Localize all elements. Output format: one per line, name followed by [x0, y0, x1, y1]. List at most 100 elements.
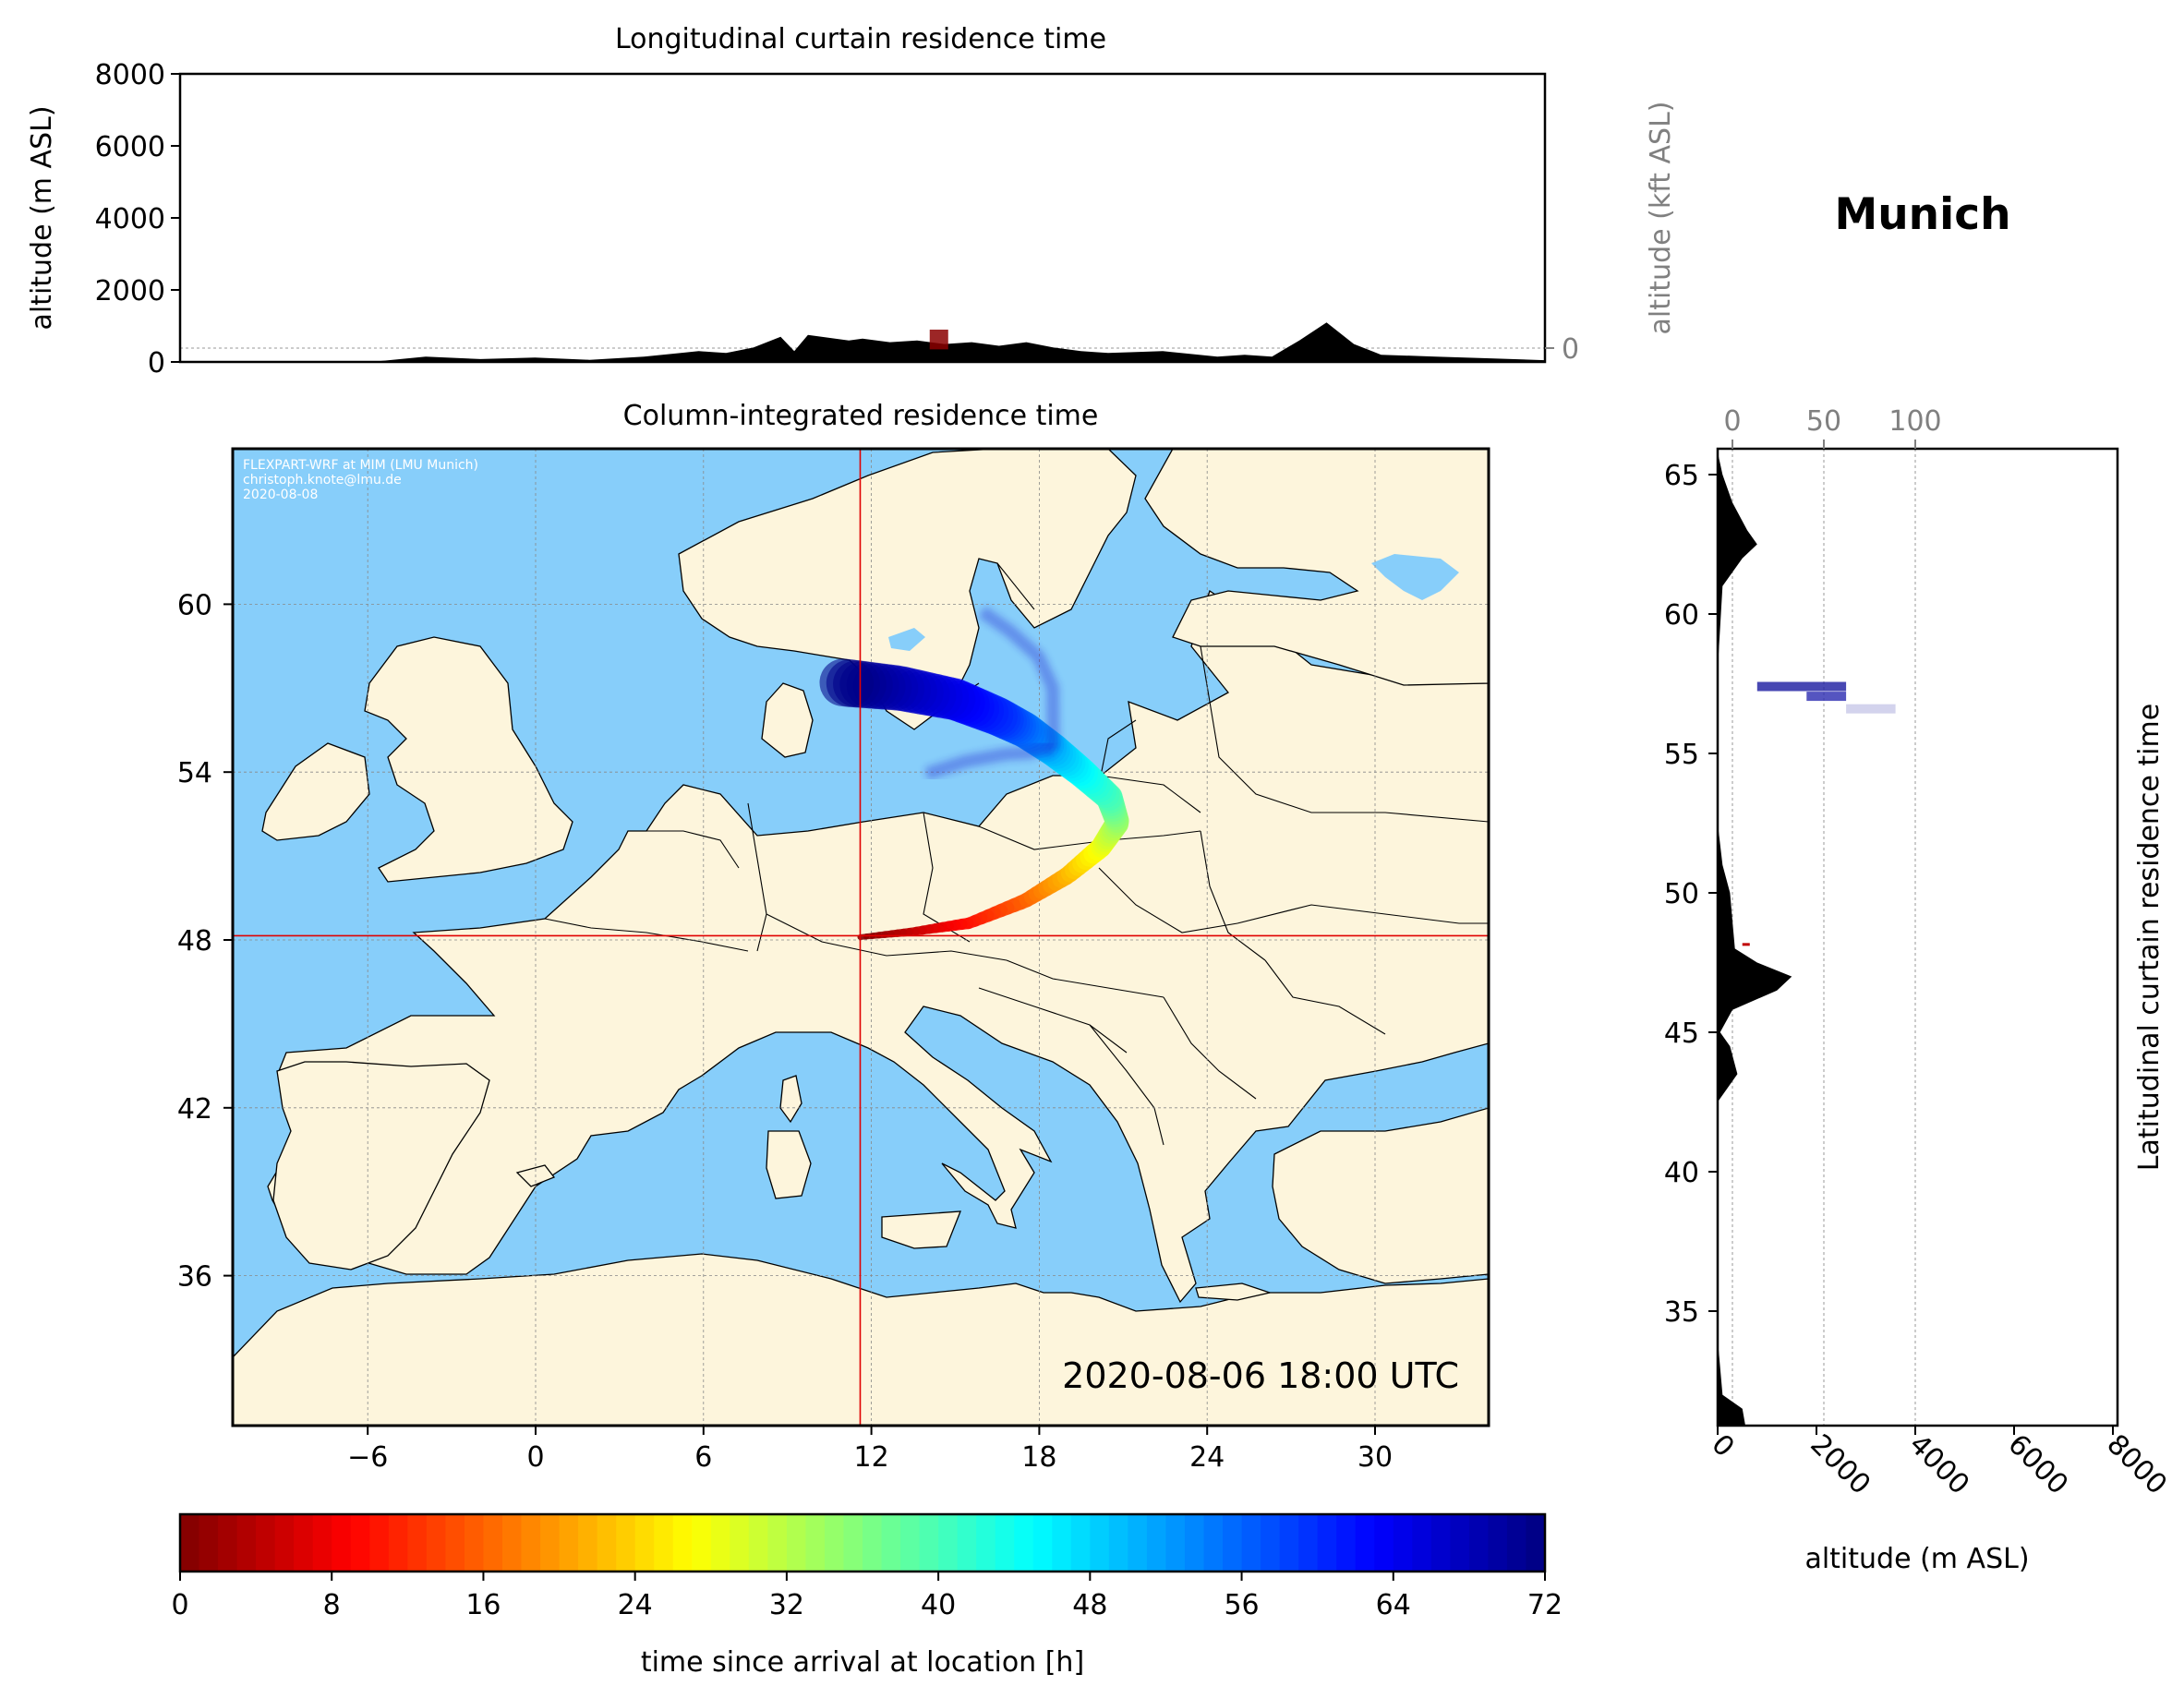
- colorbar-segment: [748, 1514, 768, 1572]
- plume-tail-stream: [978, 606, 1060, 751]
- latitudinal-plume-segment: [1756, 681, 1847, 692]
- map-credit-line-3: 2020-08-08: [243, 488, 318, 502]
- longitudinal-left-tick-label: 4000: [95, 203, 165, 235]
- longitudinal-ylabel-right: altitude (kft ASL): [1645, 101, 1677, 334]
- map-y-tick-label: 54: [177, 757, 212, 789]
- longitudinal-axes-frame: [178, 72, 1547, 364]
- colorbar-tick-label: 40: [921, 1589, 956, 1621]
- latitudinal-plume-segment: [1846, 704, 1896, 714]
- colorbar-segment: [710, 1514, 730, 1572]
- colorbar-segment: [274, 1514, 295, 1572]
- map-canvas: FLEXPART-WRF at MIM (LMU Munich) christo…: [233, 449, 1489, 1426]
- colorbar-segment: [426, 1514, 446, 1572]
- colorbar-segment: [900, 1514, 921, 1572]
- latitudinal-axes-frame: [1716, 447, 2119, 1427]
- map-x-tick-label: 18: [1021, 1441, 1056, 1474]
- latitudinal-top-tick-label: 0: [1723, 405, 1741, 438]
- land-denmark: [761, 682, 814, 758]
- longitudinal-left-tick-label: 6000: [95, 131, 165, 163]
- latitudinal-y-tick-label: 65: [1664, 460, 1699, 492]
- colorbar-segment: [294, 1514, 314, 1572]
- land-britain: [364, 636, 573, 883]
- colorbar-segment: [483, 1514, 503, 1572]
- colorbar-segment: [767, 1514, 788, 1572]
- colorbar-segment: [1108, 1514, 1128, 1572]
- colorbar-ticks: 0 8 16 24 32 40 48 56 64 72: [171, 1572, 1563, 1621]
- lake-ladoga: [1371, 554, 1459, 600]
- plume-tail-stream: [924, 741, 1055, 780]
- latitudinal-y-tick-label: 55: [1664, 739, 1699, 771]
- colorbar-segment: [938, 1514, 959, 1572]
- latitudinal-top-tick-label: 100: [1888, 405, 1941, 438]
- colorbar-segment: [1355, 1514, 1375, 1572]
- latitudinal-y-tick-label: 35: [1664, 1296, 1699, 1329]
- longitudinal-left-tick-label: 8000: [95, 59, 165, 91]
- map-axes-frame: [231, 447, 1490, 1427]
- map-credit-line-2: christoph.knote@lmu.de: [243, 473, 402, 488]
- colorbar-segment: [881, 1514, 901, 1572]
- map-credit-line-1: FLEXPART-WRF at MIM (LMU Munich): [243, 458, 478, 473]
- map-y-tick-label: 48: [177, 925, 212, 957]
- colorbar-segment: [1412, 1514, 1432, 1572]
- lake-vanern: [888, 628, 925, 651]
- colorbar-segment: [1146, 1514, 1167, 1572]
- colorbar-segment: [1468, 1514, 1490, 1572]
- colorbar-segment: [1052, 1514, 1072, 1572]
- colorbar-frame: [178, 1512, 1547, 1573]
- latitudinal-top-tick-label: 50: [1806, 405, 1841, 438]
- colorbar-segment: [521, 1514, 541, 1572]
- map-y-tick-label: 36: [177, 1261, 212, 1294]
- colorbar-tick-label: 64: [1376, 1589, 1411, 1621]
- map-x-tick-label: 30: [1357, 1441, 1393, 1474]
- colorbar-segment: [692, 1514, 712, 1572]
- map-x-tick-label: 0: [526, 1441, 544, 1474]
- latitudinal-y-tick-label: 40: [1664, 1157, 1699, 1189]
- map-timestamp: 2020-08-06 18:00 UTC: [1062, 1355, 1459, 1396]
- map-x-tick-label: 6: [694, 1441, 712, 1474]
- latitudinal-xlabel: altitude (m ASL): [1804, 1543, 2029, 1575]
- map-y-tick-label: 42: [177, 1093, 212, 1126]
- latitudinal-title: Latitudinal curtain residence time: [2133, 704, 2166, 1171]
- colorbar-segment: [616, 1514, 636, 1572]
- colorbar-segment: [957, 1514, 977, 1572]
- colorbar-segment: [976, 1514, 996, 1572]
- colorbar-segment: [1488, 1514, 1508, 1572]
- longitudinal-terrain-area: [180, 322, 1545, 362]
- latitudinal-y-tick-label: 45: [1664, 1018, 1699, 1050]
- land-ireland: [261, 742, 370, 841]
- colorbar-segment: [1506, 1514, 1527, 1572]
- latitudinal-terrain-area: [1718, 452, 1792, 1426]
- colorbar-segment: [407, 1514, 428, 1572]
- longitudinal-title: Longitudinal curtain residence time: [615, 23, 1106, 55]
- colorbar-segment: [1014, 1514, 1034, 1572]
- colorbar-tick-label: 32: [769, 1589, 804, 1621]
- longitudinal-ylabel-left: altitude (m ASL): [26, 105, 58, 330]
- colorbar-segment: [1526, 1514, 1546, 1572]
- colorbar-segment: [824, 1514, 845, 1572]
- map-y-axis: 60 54 48 42 36: [177, 589, 233, 1294]
- colorbar-segment: [1450, 1514, 1470, 1572]
- latitudinal-top-axis: 0 50 100: [1723, 405, 1942, 449]
- latitudinal-terrain: [1718, 452, 1792, 1426]
- map-x-axis: −6 0 6 12 18 24 30: [347, 1426, 1393, 1474]
- colorbar-segment: [1374, 1514, 1394, 1572]
- latitudinal-y-axis: 65 60 55 50 45 40 35: [1664, 460, 1718, 1329]
- colorbar-segment: [180, 1514, 200, 1572]
- colorbar-tick-label: 24: [618, 1589, 653, 1621]
- colorbar-segment: [1032, 1514, 1053, 1572]
- map-x-tick-label: 12: [854, 1441, 889, 1474]
- longitudinal-panel: Longitudinal curtain residence time 0 200…: [26, 23, 1677, 379]
- colorbar-tick-label: 0: [171, 1589, 188, 1621]
- colorbar-segment: [1317, 1514, 1337, 1572]
- plume-trajectory: [819, 606, 1129, 940]
- land-europe: [267, 589, 1489, 1304]
- colorbar-segment: [312, 1514, 332, 1572]
- latitudinal-gridlines: [1732, 449, 1916, 1426]
- colorbar-segment: [256, 1514, 276, 1572]
- colorbar-tick-label: 48: [1072, 1589, 1107, 1621]
- colorbar-segment: [1279, 1514, 1299, 1572]
- colorbar-segment: [1070, 1514, 1091, 1572]
- map-x-tick-label: 24: [1189, 1441, 1225, 1474]
- latitudinal-y-tick-label: 50: [1664, 878, 1699, 910]
